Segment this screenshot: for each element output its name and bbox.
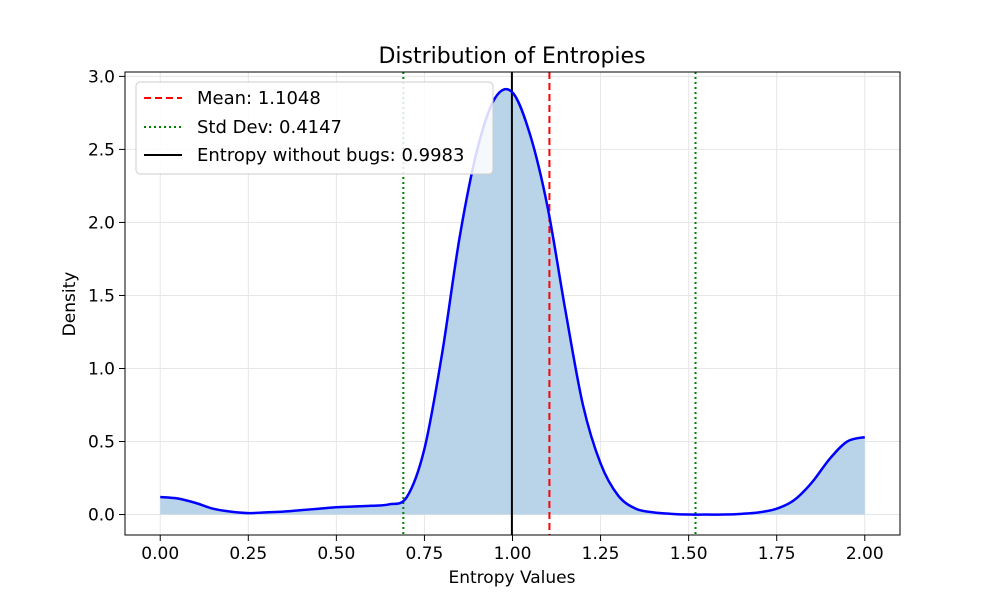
y-axis-label: Density	[60, 272, 80, 337]
legend-label-std-dev: Std Dev: 0.4147	[197, 117, 342, 138]
y-tick-label: 1.0	[88, 359, 115, 379]
plot-marks	[160, 72, 866, 535]
legend: Mean: 1.1048 Std Dev: 0.4147 Entropy wit…	[135, 81, 494, 175]
legend-label-mean: Mean: 1.1048	[197, 88, 321, 109]
x-tick-label: 0.50	[317, 544, 355, 564]
legend-label-entropy-without-bugs: Entropy without bugs: 0.9983	[197, 145, 464, 166]
y-tick-label: 2.0	[88, 213, 115, 233]
density-curve-line	[160, 87, 866, 516]
x-tick-label: 1.50	[670, 544, 708, 564]
chart-title: Distribution of Entropies	[378, 44, 645, 69]
x-axis-ticks: 0.00 0.25 0.50 0.75 1.00 1.25 1.50 1.75 2.00	[141, 535, 884, 564]
y-tick-label: 0.5	[88, 433, 115, 453]
x-tick-label: 1.00	[494, 544, 532, 564]
y-tick-label: 1.5	[88, 286, 115, 306]
y-axis-ticks: 0.0 0.5 1.0 1.5 2.0 2.5 3.0	[88, 67, 125, 526]
legend-box	[135, 81, 494, 175]
y-tick-label: 2.5	[88, 140, 115, 160]
x-tick-label: 2.00	[846, 544, 884, 564]
y-tick-label: 0.0	[88, 506, 115, 526]
x-tick-label: 0.25	[229, 544, 267, 564]
y-tick-label: 3.0	[88, 67, 115, 87]
x-axis-label: Entropy Values	[449, 568, 576, 588]
x-tick-label: 0.00	[141, 544, 179, 564]
x-tick-label: 1.25	[582, 544, 620, 564]
x-tick-label: 0.75	[406, 544, 444, 564]
x-tick-label: 1.75	[758, 544, 796, 564]
